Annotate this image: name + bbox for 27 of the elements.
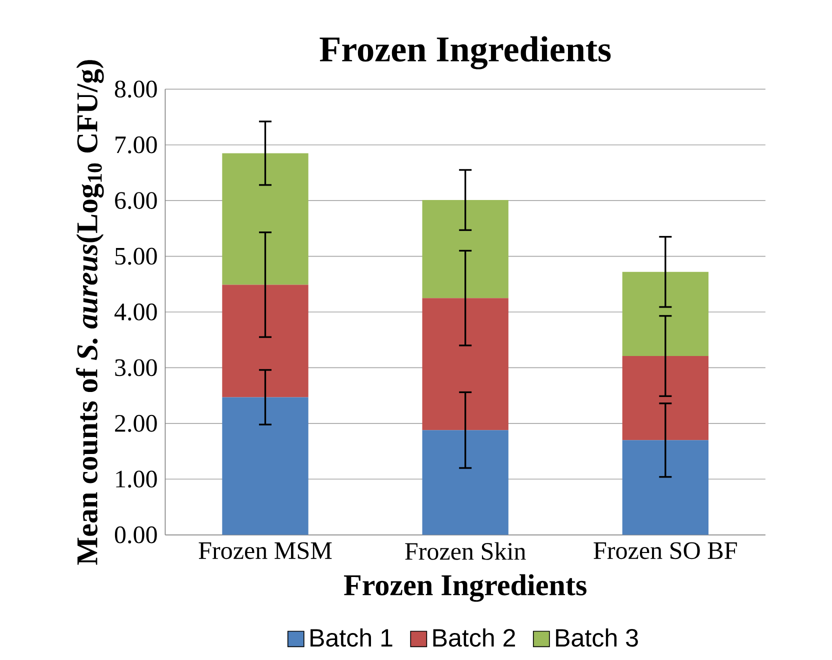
bar [622,356,708,440]
bar [222,284,308,398]
bar [222,153,308,285]
bar [422,430,508,536]
chart-title: Frozen Ingredients [320,36,611,70]
bar [622,440,708,536]
x-tick-label: Frozen Skin [405,542,526,560]
y-tick-label: 5.00 [115,248,157,265]
y-tick-label: 0.00 [114,526,157,544]
y-tick-label: 7.00 [116,136,157,154]
y-tick-label: 3.00 [115,359,157,376]
x-axis-title: Frozen Ingredients [344,574,586,602]
y-tick-label: 6.00 [115,192,157,210]
bar [222,397,308,536]
x-tick-label: Frozen MSM [198,542,332,560]
y-tick-label: 8.00 [114,80,157,98]
x-tick-label: Frozen SO BF [594,542,737,560]
legend-label: Batch 2 [433,628,515,647]
legend-label: Batch 3 [556,628,638,647]
bar [422,298,508,430]
y-axis-title: Mean counts of S. aureus(Log$_{10}$ CFU/g) [76,60,104,565]
y-tick-label: 2.00 [115,415,157,432]
bar [622,272,708,356]
y-tick-label: 4.00 [114,304,157,321]
bar [422,200,508,298]
y-tick-label: 1.00 [116,470,157,488]
legend-label: Batch 1 [310,628,392,647]
